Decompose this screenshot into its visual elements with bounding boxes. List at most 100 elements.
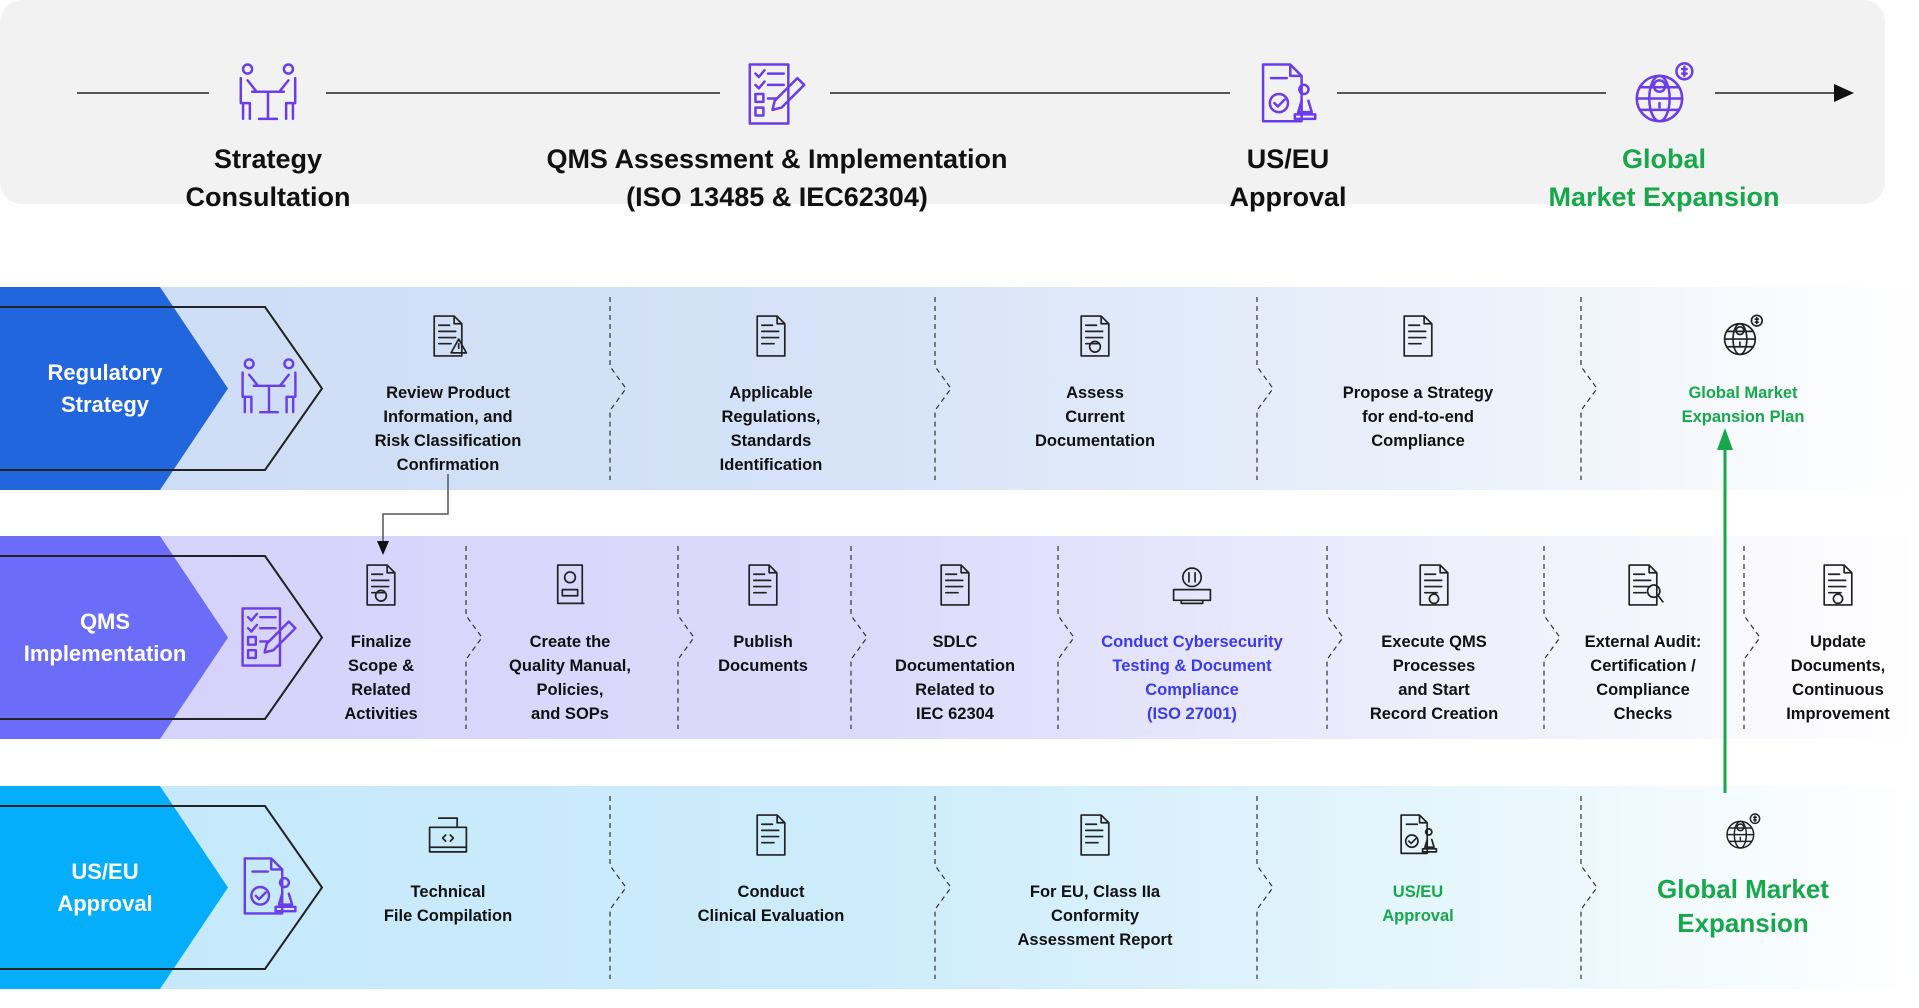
globe-dollar-icon [1726, 813, 1761, 849]
stage-title: Strategy Consultation [185, 144, 351, 212]
process-step-label: Finalize Scope & Related Activities [344, 633, 418, 723]
timeline-arrowhead [1834, 84, 1854, 102]
process-step-label: Assess Current Documentation [1034, 384, 1156, 450]
step-divider [1057, 546, 1075, 729]
process-step: Applicable Regulations, Standards Identi… [671, 313, 871, 477]
approval-stamp-icon [243, 856, 297, 915]
strategy-clipboard-icon [1403, 315, 1433, 357]
process-step-label: Global Market Expansion [1657, 874, 1829, 938]
process-step: Assess Current Documentation [995, 313, 1195, 453]
process-step: SDLC Documentation Related to IEC 62304 [855, 562, 1055, 726]
checklist-icon [748, 63, 806, 125]
technical-file-icon [428, 817, 468, 853]
process-step: Technical File Compilation [348, 812, 548, 928]
stage-icon [1254, 60, 1322, 128]
audit-certificate-icon [1628, 564, 1664, 606]
document-warning-icon [433, 315, 468, 357]
process-step: For EU, Class IIa Conformity Assessment … [995, 812, 1195, 952]
process-step-label: Applicable Regulations, Standards Identi… [719, 384, 823, 474]
step-divider [1580, 297, 1598, 480]
step-divider [1743, 546, 1761, 729]
band-label: US/EU Approval [57, 858, 153, 916]
step-divider [1256, 297, 1274, 480]
process-step: Global Market Expansion [1643, 812, 1843, 940]
process-step: External Audit: Certification / Complian… [1543, 562, 1743, 726]
band-icon [236, 604, 302, 670]
manual-book-icon [556, 564, 585, 605]
process-step-label: Technical File Compilation [383, 883, 513, 925]
process-step-label: Update Documents, Continuous Improvement [1786, 633, 1890, 723]
step-divider [609, 297, 627, 480]
process-overview-panel [0, 0, 1885, 204]
process-step-label: SDLC Documentation Related to IEC 62304 [894, 633, 1016, 723]
process-step: US/EU Approval [1318, 812, 1518, 928]
stage-icon [1630, 60, 1698, 128]
globe-plan-icon [1723, 314, 1764, 356]
approval-stamp-icon [1261, 63, 1317, 123]
meeting-icon [239, 63, 297, 121]
process-step-label: For EU, Class IIa Conformity Assessment … [1017, 883, 1173, 949]
process-step-label: Propose a Strategy for end-to-end Compli… [1342, 384, 1494, 450]
band-us-eu-approval: US/EU Approval Technical File Compilation… [0, 786, 1919, 989]
step-divider [677, 546, 695, 729]
globe-dollar-icon [1635, 62, 1694, 123]
process-step: Create the Quality Manual, Policies, and… [470, 562, 670, 726]
process-step-label: Review Product Information, and Risk Cla… [374, 384, 522, 474]
stage-icon [743, 60, 811, 128]
step-divider [934, 796, 952, 979]
checklist-icon [241, 606, 297, 667]
process-step: Execute QMS Processes and Start Record C… [1334, 562, 1534, 726]
process-step: Conduct Cybersecurity Testing & Document… [1077, 562, 1307, 726]
process-step-label: US/EU Approval [1382, 883, 1454, 925]
band-icon [236, 854, 302, 920]
process-step: Review Product Information, and Risk Cla… [348, 313, 548, 477]
band-chevron [0, 287, 228, 490]
cybersecurity-icon [1172, 567, 1212, 605]
step-divider [1580, 796, 1598, 979]
meeting-icon [241, 357, 297, 413]
process-step-label: Publish Documents [718, 633, 808, 675]
document-target-icon [1080, 315, 1110, 357]
band-chevron-outline [0, 555, 324, 720]
stage-title: QMS Assessment & Implementation (ISO 134… [546, 144, 1008, 212]
band-regulatory-strategy: Regulatory Strategy Review Product Inform… [0, 287, 1919, 490]
process-step: Publish Documents [663, 562, 863, 678]
monitor-process-icon [1419, 564, 1449, 606]
regulation-document-icon [756, 315, 786, 357]
band-icon [236, 355, 302, 421]
stage-title: Global Market Expansion [1548, 144, 1780, 212]
process-step: Update Documents, Continuous Improvement [1738, 562, 1919, 726]
step-divider [934, 297, 952, 480]
process-step-label: Conduct Cybersecurity Testing & Document… [1101, 633, 1283, 723]
step-divider [1256, 796, 1274, 979]
process-step: Propose a Strategy for end-to-end Compli… [1318, 313, 1518, 453]
process-step-label: Create the Quality Manual, Policies, and… [509, 633, 631, 723]
process-step-label: Global Market Expansion Plan [1681, 384, 1805, 426]
stage-title: US/EU Approval [1229, 144, 1347, 212]
band-chevron [0, 786, 228, 989]
step-divider [1326, 546, 1344, 729]
band-chevron-outline [0, 805, 324, 970]
process-step-label: Execute QMS Processes and Start Record C… [1369, 633, 1499, 723]
process-step: Global Market Expansion Plan [1643, 313, 1843, 429]
process-step-label: Conduct Clinical Evaluation [697, 883, 845, 925]
document-gear-icon [1823, 564, 1853, 606]
band-label: QMS Implementation [23, 608, 187, 666]
band-chevron-outline [0, 306, 324, 471]
band-qms-implementation: QMS Implementation Finalize Scope & Relat… [0, 536, 1919, 739]
approval-stamp-icon [1400, 814, 1438, 855]
process-step: Conduct Clinical Evaluation [671, 812, 871, 928]
clinical-evaluation-icon [756, 814, 786, 856]
scope-target-icon [366, 564, 396, 606]
publish-document-icon [748, 564, 778, 606]
stage-icon [234, 60, 302, 128]
timeline-line [77, 84, 1854, 102]
sdlc-documents-icon [940, 564, 970, 606]
process-step-label: External Audit: Certification / Complian… [1584, 633, 1702, 723]
step-divider [850, 546, 868, 729]
assessment-report-icon [1080, 814, 1110, 856]
band-chevron [0, 536, 228, 739]
step-divider [1543, 546, 1561, 729]
step-divider [465, 546, 483, 729]
band-label: Regulatory Strategy [47, 359, 163, 417]
